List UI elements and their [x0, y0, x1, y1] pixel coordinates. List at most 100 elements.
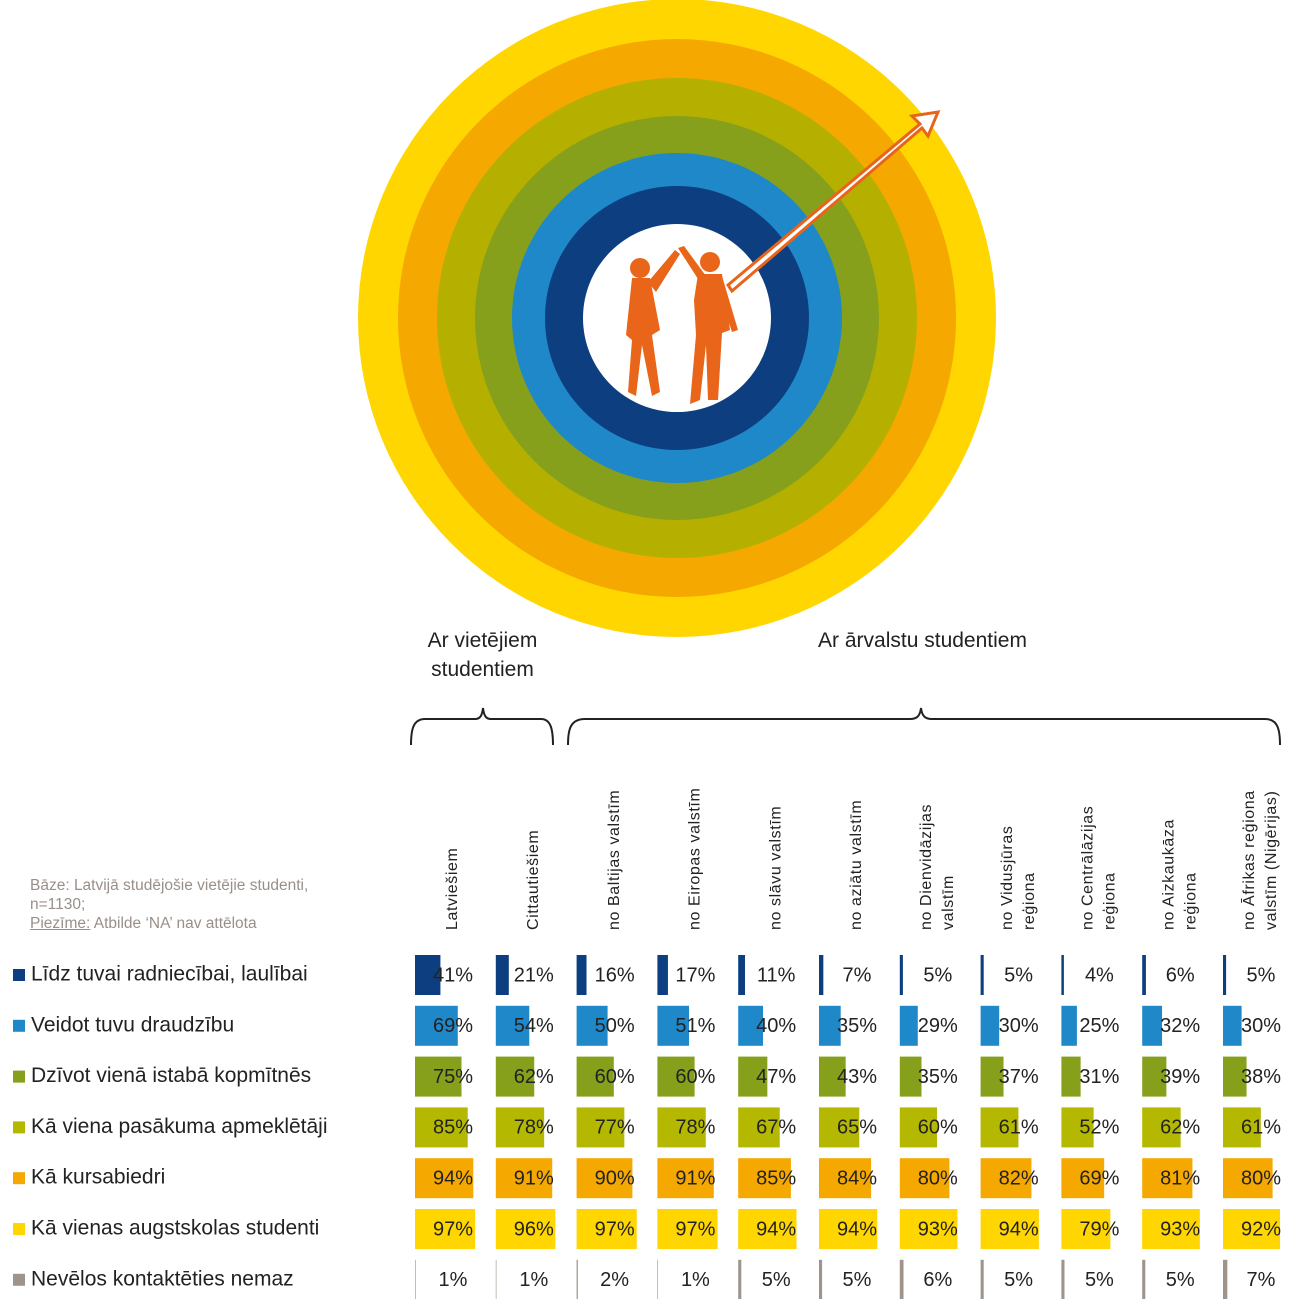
value-label: 97%	[433, 1218, 473, 1240]
column-label: no Vidusjūras	[999, 826, 1016, 930]
footnote-note-text: Atbilde ‘NA’ nav attēlota	[93, 915, 257, 932]
bar	[495, 1209, 556, 1249]
value-label: 93%	[1160, 1218, 1200, 1240]
bar	[980, 1259, 984, 1299]
bar	[1061, 1056, 1081, 1097]
value-label: 79%	[1079, 1218, 1119, 1240]
legend-swatch	[13, 1019, 25, 1032]
value-label: 5%	[1004, 1269, 1033, 1291]
value-label: 30%	[1241, 1015, 1281, 1037]
value-label: 30%	[999, 1015, 1039, 1037]
bar	[899, 1209, 958, 1249]
bar	[899, 1107, 937, 1148]
column-label: reģiona	[1020, 872, 1038, 930]
footnote-note-label: Piezīme:	[30, 915, 91, 932]
bar	[980, 1005, 1000, 1046]
legend-label: Līdz tuvai radniecībai, laulībai	[31, 963, 308, 986]
value-label: 32%	[1160, 1015, 1200, 1037]
bar	[1061, 1107, 1094, 1148]
value-label: 43%	[837, 1066, 877, 1088]
bar	[415, 1209, 476, 1249]
bar	[415, 1056, 462, 1097]
bar	[576, 1005, 608, 1046]
value-label: 85%	[756, 1167, 796, 1189]
column-label: no Āfrikas reģiona	[1240, 790, 1258, 930]
value-label: 35%	[837, 1015, 877, 1037]
legend-swatch	[13, 1273, 25, 1286]
legend-label: Kā vienas augstskolas studenti	[31, 1217, 319, 1240]
value-label: 7%	[843, 964, 872, 986]
value-label: 75%	[433, 1066, 473, 1088]
bar	[657, 955, 668, 995]
bar	[657, 1056, 695, 1097]
legend-swatch	[13, 1070, 25, 1083]
column-label: no Centrālāzijas	[1080, 806, 1097, 930]
value-label: 67%	[756, 1117, 796, 1139]
value-label: 6%	[923, 1269, 952, 1291]
bar	[1223, 1209, 1281, 1249]
value-label: 82%	[999, 1167, 1039, 1189]
value-label: 35%	[918, 1066, 958, 1088]
bar	[657, 1005, 690, 1046]
bar	[899, 1158, 950, 1199]
value-label: 65%	[837, 1117, 877, 1139]
bar	[738, 1259, 742, 1299]
bar	[495, 1005, 530, 1046]
value-label: 5%	[1004, 964, 1033, 986]
bar	[980, 1107, 1019, 1148]
value-label: 77%	[595, 1117, 635, 1139]
value-label: 80%	[918, 1167, 958, 1189]
bar	[415, 1259, 416, 1299]
value-label: 7%	[1247, 1269, 1276, 1291]
value-label: 6%	[1166, 964, 1195, 986]
value-label: 62%	[1160, 1117, 1200, 1139]
value-label: 51%	[675, 1015, 715, 1037]
footnote: Bāze: Latvijā studējošie vietējie studen…	[30, 876, 330, 933]
value-label: 40%	[756, 1015, 796, 1037]
bar	[1223, 1005, 1242, 1046]
column-label: no Dienvidāzijas	[918, 804, 935, 930]
bar	[1142, 1005, 1163, 1046]
legend-label: Nevēlos kontaktēties nemaz	[31, 1267, 294, 1290]
bar	[819, 1259, 823, 1299]
bar	[415, 1005, 458, 1046]
column-label: valstīm (Nigērijas)	[1263, 791, 1280, 930]
bar	[899, 955, 903, 995]
bar	[738, 955, 746, 995]
target-illustration	[358, 0, 996, 637]
value-label: 5%	[762, 1269, 791, 1291]
value-label: 5%	[1166, 1269, 1195, 1291]
bar	[1061, 1005, 1077, 1046]
bar	[657, 1107, 706, 1148]
bar	[899, 1259, 904, 1299]
bar	[495, 1056, 535, 1097]
value-label: 5%	[843, 1269, 872, 1291]
legend-swatch	[13, 969, 25, 981]
value-label: 69%	[1079, 1167, 1119, 1189]
value-label: 94%	[756, 1218, 796, 1240]
value-label: 90%	[595, 1167, 635, 1189]
value-label: 5%	[1247, 964, 1276, 986]
value-label: 60%	[675, 1066, 715, 1088]
bar	[738, 1056, 768, 1097]
bar	[576, 1158, 633, 1199]
bar	[1061, 1158, 1105, 1199]
group-label: Ar ārvalstu studentiem	[818, 629, 1027, 652]
bar	[1142, 955, 1146, 995]
value-label: 78%	[675, 1117, 715, 1139]
bar	[1223, 1259, 1228, 1299]
bar	[980, 955, 984, 995]
legend-swatch	[13, 1121, 25, 1134]
bar	[1142, 1259, 1146, 1299]
footnote-base: Bāze: Latvijā studējošie vietējie studen…	[30, 877, 309, 913]
column-label: no Eiropas valstīm	[687, 788, 704, 930]
group-label: Ar vietējiem studentiem	[427, 629, 538, 681]
bar	[1223, 955, 1227, 995]
bar	[899, 1005, 918, 1046]
bar	[415, 1158, 474, 1199]
value-label: 80%	[1241, 1167, 1281, 1189]
legend-label: Veidot tuvu draudzību	[31, 1013, 234, 1036]
value-label: 78%	[514, 1117, 554, 1139]
legend-swatch	[13, 1223, 25, 1235]
